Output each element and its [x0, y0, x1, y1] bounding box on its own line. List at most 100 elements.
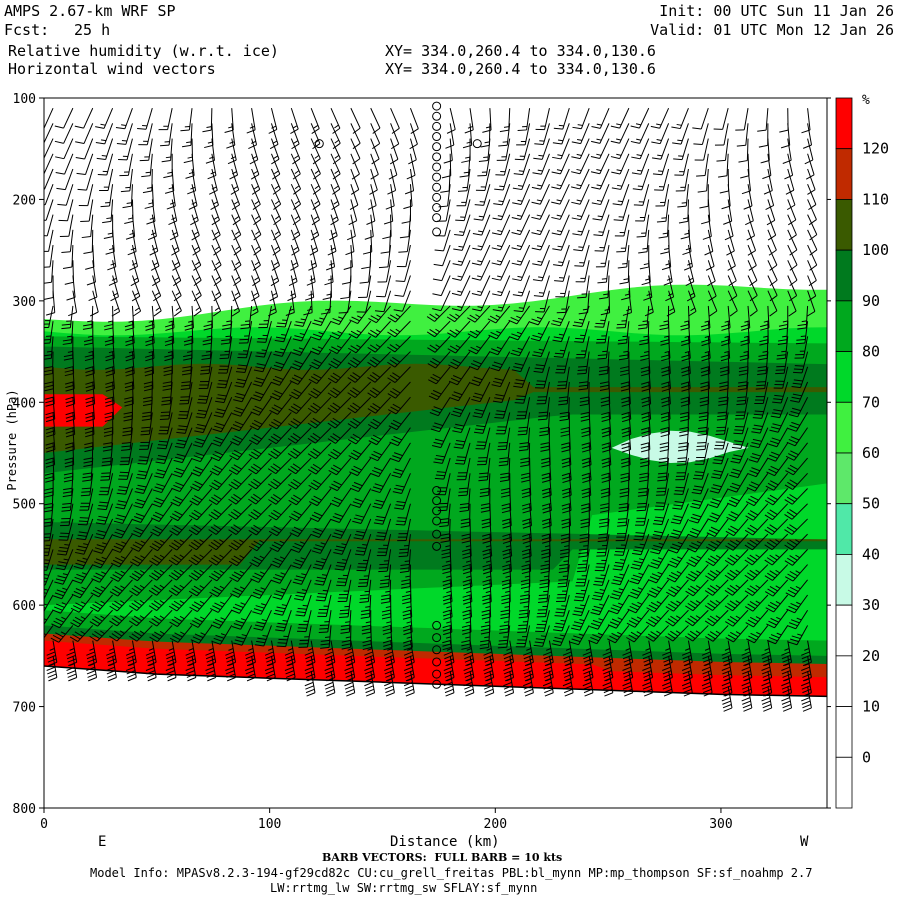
- barb-staff: [599, 107, 610, 129]
- barb-flag: [571, 171, 581, 175]
- barb-staff: [290, 138, 301, 160]
- barb-staff: [171, 168, 175, 191]
- wind-barb: [330, 199, 339, 226]
- barb-flag: [78, 520, 88, 523]
- barb-staff: [48, 229, 54, 252]
- barb-staff: [65, 184, 74, 206]
- barb-flag: [579, 318, 585, 321]
- barb-flag: [785, 189, 795, 195]
- barb-staff: [462, 214, 471, 236]
- barb-staff: [580, 123, 590, 144]
- barb-staff: [599, 153, 610, 174]
- barb-flag: [314, 200, 319, 205]
- barb-flag: [464, 129, 474, 134]
- barb-flag: [64, 544, 70, 546]
- barb-flag: [77, 188, 87, 191]
- barb-staff: [251, 138, 259, 160]
- barb-staff: [643, 199, 650, 222]
- barb-flag: [144, 205, 154, 209]
- barb-staff: [211, 138, 215, 161]
- barb-staff: [600, 184, 610, 205]
- wind-barb: [44, 123, 54, 144]
- wind-barb: [96, 138, 114, 160]
- barb-staff: [540, 153, 550, 175]
- barb-flag: [401, 220, 411, 224]
- barb-staff: [727, 214, 734, 237]
- barb-staff: [310, 229, 319, 252]
- barb-flag: [209, 156, 215, 160]
- barb-flag: [696, 445, 706, 447]
- barb-staff: [500, 199, 511, 220]
- barb-flag: [224, 129, 234, 134]
- barb-flag: [656, 123, 662, 126]
- barb-flag: [591, 186, 601, 190]
- wind-barb: [231, 199, 241, 226]
- barb-flag: [389, 158, 399, 165]
- wind-barb: [370, 107, 381, 134]
- barb-staff: [251, 168, 261, 190]
- barb-flag: [380, 251, 390, 254]
- barb-flag: [219, 357, 229, 360]
- barb-flag: [590, 155, 600, 159]
- wind-barb: [763, 168, 773, 195]
- barb-flag: [622, 335, 628, 338]
- barb-staff: [146, 123, 153, 145]
- barb-flag: [97, 173, 107, 176]
- xy-coords-2: XY= 334.0,260.4 to 334.0,130.6: [385, 60, 656, 78]
- barb-flag: [220, 354, 230, 356]
- barb-flag: [233, 186, 238, 190]
- barb-staff: [745, 123, 749, 146]
- wind-barb: [573, 229, 590, 252]
- wind-barb: [95, 107, 114, 129]
- barb-staff: [370, 214, 374, 237]
- wind-barb: [787, 229, 798, 256]
- barb-staff: [747, 199, 754, 221]
- barb-staff: [231, 108, 234, 131]
- barb-staff: [167, 108, 173, 130]
- barb-staff: [310, 153, 321, 174]
- barb-staff: [747, 168, 752, 191]
- wind-barb: [390, 107, 400, 134]
- wind-barb: [572, 107, 590, 130]
- barb-flag: [410, 128, 419, 134]
- barb-flag: [127, 217, 134, 220]
- barb-flag: [227, 159, 237, 165]
- barb-staff: [767, 168, 773, 191]
- barb-flag: [395, 280, 405, 282]
- barb-flag: [204, 144, 214, 149]
- barb-flag: [234, 216, 240, 220]
- wind-barb: [290, 138, 301, 165]
- barb-flag: [294, 185, 300, 190]
- barb-flag: [181, 144, 192, 148]
- barb-flag: [611, 187, 621, 190]
- wind-barb: [350, 138, 361, 165]
- barb-flag: [572, 233, 582, 236]
- barb-staff: [707, 214, 712, 237]
- barb-flag: [591, 140, 601, 144]
- barb-flag: [537, 184, 543, 187]
- wind-barb: [633, 184, 650, 206]
- wind-barb: [35, 138, 54, 159]
- barb-staff: [408, 214, 411, 237]
- wind-barb: [231, 214, 242, 241]
- wind-barb: [572, 214, 590, 236]
- barb-flag: [309, 250, 318, 256]
- barb-flag: [745, 220, 754, 226]
- barb-flag: [399, 236, 409, 239]
- wind-barb: [76, 153, 94, 176]
- barb-flag: [215, 246, 220, 251]
- barb-staff: [90, 214, 94, 237]
- barb-flag: [271, 125, 277, 129]
- barb-flag: [693, 477, 703, 480]
- wind-barb: [310, 138, 321, 165]
- wind-barb: [804, 138, 814, 165]
- wind-barb: [44, 107, 54, 129]
- barb-flag: [194, 246, 200, 251]
- wind-barb: [701, 199, 711, 225]
- barb-staff: [807, 123, 813, 146]
- barb-flag: [35, 156, 44, 158]
- barb-flag: [173, 246, 179, 251]
- barb-flag: [334, 139, 340, 144]
- barb-flag: [272, 173, 281, 180]
